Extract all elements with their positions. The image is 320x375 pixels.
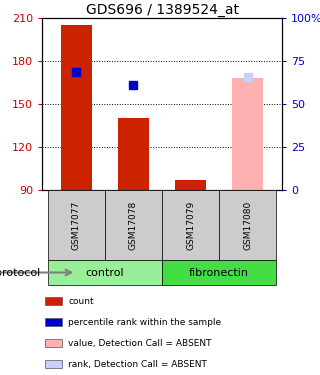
Bar [45,339,62,347]
Bar [105,190,162,260]
Text: GSM17080: GSM17080 [243,200,252,250]
Bar [45,297,62,305]
Bar [219,190,276,260]
Text: count: count [68,297,94,306]
Text: percentile rank within the sample: percentile rank within the sample [68,318,222,327]
Title: GDS696 / 1389524_at: GDS696 / 1389524_at [85,3,238,17]
Bar [162,190,219,260]
Text: GSM17079: GSM17079 [186,200,195,250]
Bar [232,78,263,190]
Text: control: control [85,267,124,278]
Text: fibronectin: fibronectin [189,267,249,278]
Bar [45,318,62,326]
Text: rank, Detection Call = ABSENT: rank, Detection Call = ABSENT [68,360,207,369]
Bar [48,190,105,260]
Bar [175,180,206,190]
Bar [118,118,149,190]
Text: GSM17078: GSM17078 [129,200,138,250]
Bar [60,25,92,190]
Text: value, Detection Call = ABSENT: value, Detection Call = ABSENT [68,339,212,348]
Bar [48,260,162,285]
Text: protocol: protocol [0,267,40,278]
Bar [45,360,62,368]
Bar [162,260,276,285]
Text: GSM17077: GSM17077 [72,200,81,250]
